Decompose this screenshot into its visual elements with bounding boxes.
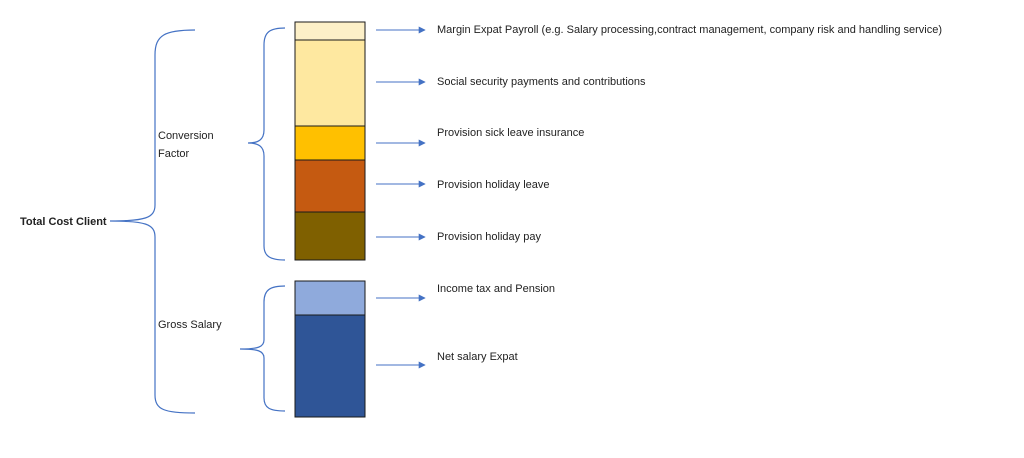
holiday-leave-label: Provision holiday leave	[437, 179, 550, 191]
holiday-leave-segment	[294, 159, 366, 213]
conversion-factor-brace	[247, 27, 286, 261]
income-tax-pension-segment	[294, 280, 366, 316]
income-tax-pension-label: Income tax and Pension	[437, 283, 555, 295]
total-cost-brace	[109, 29, 196, 414]
arrows	[376, 26, 426, 369]
segment-labels: Margin Expat Payroll (e.g. Salary proces…	[437, 24, 942, 363]
gross-salary-label: Gross Salary	[158, 319, 222, 331]
holiday-pay-segment	[294, 211, 366, 261]
margin-expat-payroll-label: Margin Expat Payroll (e.g. Salary proces…	[437, 24, 942, 36]
social-security-segment	[294, 39, 366, 127]
total-cost-client-label: Total Cost Client	[20, 216, 107, 228]
sick-leave-insurance-label: Provision sick leave insurance	[437, 127, 584, 139]
gross-salary-brace	[239, 285, 286, 412]
conversion-factor-label-line2: Factor	[158, 148, 190, 160]
net-salary-segment	[294, 314, 366, 418]
social-security-label: Social security payments and contributio…	[437, 76, 646, 88]
sick-leave-insurance-segment	[294, 125, 366, 161]
conversion-factor-label-line1: Conversion	[158, 130, 214, 142]
holiday-pay-label: Provision holiday pay	[437, 231, 541, 243]
stacked-bar	[294, 21, 366, 418]
net-salary-label: Net salary Expat	[437, 351, 518, 363]
margin-expat-payroll-segment	[294, 21, 366, 41]
